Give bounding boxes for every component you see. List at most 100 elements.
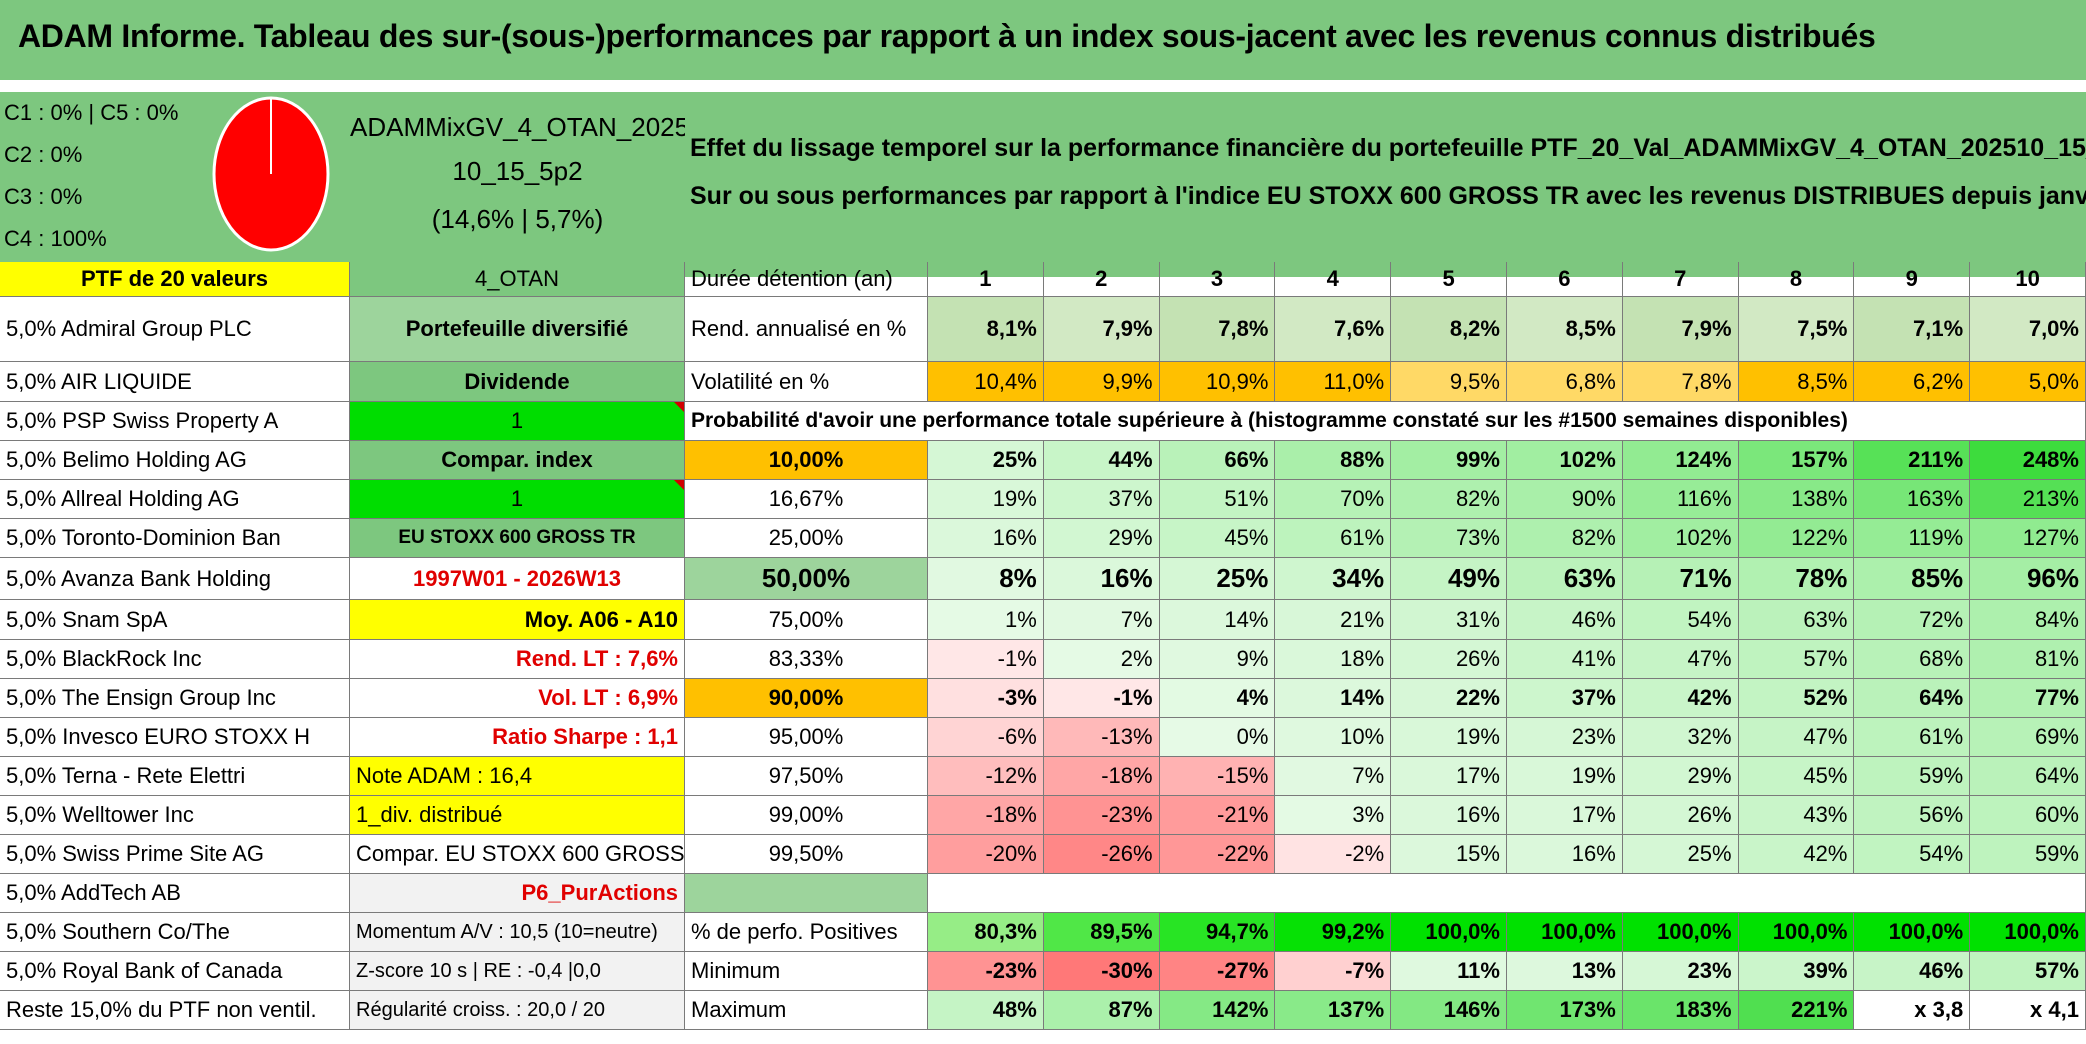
maximum-cell: x 3,8 [1854, 991, 1971, 1030]
maximum-cell: 142% [1159, 991, 1276, 1030]
ptf-header: PTF de 20 valeurs [0, 262, 350, 297]
minimum-cell: -23% [928, 952, 1044, 991]
volatility-cell: 5,0% [1970, 362, 2086, 402]
holding-duration-label: Durée détention (an) [685, 262, 928, 297]
annual-return-cell: 8,5% [1507, 297, 1623, 362]
quantile-cell: 7% [1043, 600, 1160, 640]
quantile-cell: 54% [1622, 600, 1739, 640]
maximum-cell: 183% [1622, 991, 1739, 1030]
annual-return-cell: 7,6% [1275, 297, 1392, 362]
quantile-cell: 10% [1275, 718, 1392, 757]
quantile-cell: 17% [1507, 796, 1623, 835]
positive-perf-cell: 100,0% [1622, 913, 1739, 952]
positive-perf-cell: 100,0% [1507, 913, 1623, 952]
flag-value-2: 1 [350, 480, 685, 519]
quantile-cell: 71% [1622, 558, 1739, 600]
quantile-cell: 47% [1622, 640, 1739, 679]
period-range: 1997W01 - 2026W13 [350, 558, 685, 600]
quantile-cell: 9% [1159, 640, 1276, 679]
annual-return-cell: 8,1% [928, 297, 1044, 362]
holding-row: 5,0% Admiral Group PLC [0, 297, 350, 362]
portfolio-name-line2: 10_15_5p2 [452, 156, 583, 186]
long-term-volatility: Vol. LT : 6,9% [350, 679, 685, 718]
positive-perf-cell: 80,3% [928, 913, 1044, 952]
sharpe-ratio: Ratio Sharpe : 1,1 [350, 718, 685, 757]
report-title: ADAM Informe. Tableau des sur-(sous-)per… [18, 18, 1876, 54]
description-panel [685, 92, 2086, 277]
quantile-cell: 248% [1970, 441, 2086, 480]
quantile-cell: -18% [1043, 757, 1160, 796]
annual-return-cell: 7,9% [1622, 297, 1739, 362]
volatility-cell: 6,2% [1854, 362, 1971, 402]
quantile-cell: 69% [1970, 718, 2086, 757]
quantile-cell: 211% [1854, 441, 1971, 480]
annual-return-cell: 7,1% [1854, 297, 1971, 362]
quantile-cell: 82% [1507, 519, 1623, 558]
holding-row: 5,0% AddTech AB [0, 874, 350, 913]
quantile-cell: 47% [1738, 718, 1855, 757]
separator [0, 80, 2086, 92]
quantile-cell: 49% [1391, 558, 1507, 600]
quantile-cell: 72% [1854, 600, 1971, 640]
quantile-cell: 90% [1507, 480, 1623, 519]
quantile-cell: 88% [1275, 441, 1392, 480]
holding-row: 5,0% Invesco EURO STOXX H [0, 718, 350, 757]
quantile-cell: 45% [1159, 519, 1276, 558]
year-header: 7 [1622, 262, 1739, 297]
quantile-cell: -12% [928, 757, 1044, 796]
quantile-cell: 102% [1622, 519, 1739, 558]
cluster-c1-c5: C1 : 0% | C5 : 0% [4, 100, 179, 125]
quantile-cell: 0% [1159, 718, 1276, 757]
maximum-cell: 173% [1507, 991, 1623, 1030]
quantile-label: 75,00% [685, 600, 928, 640]
quantile-cell: 8% [928, 558, 1044, 600]
quantile-cell: 2% [1043, 640, 1160, 679]
quantile-label: 83,33% [685, 640, 928, 679]
quantile-cell: 213% [1970, 480, 2086, 519]
quantile-cell: 45% [1738, 757, 1855, 796]
quantile-cell: 84% [1970, 600, 2086, 640]
quantile-cell: 52% [1738, 679, 1855, 718]
quantile-cell: 4% [1159, 679, 1276, 718]
quantile-cell: 82% [1391, 480, 1507, 519]
description-line1: Effet du lissage temporel sur la perform… [690, 134, 2086, 162]
compare-index-note: Compar. EU STOXX 600 GROSS TR [350, 835, 685, 874]
volatility-cell: 11,0% [1275, 362, 1392, 402]
year-header: 6 [1507, 262, 1623, 297]
quantile-cell: -3% [928, 679, 1044, 718]
quantile-cell: 124% [1622, 441, 1739, 480]
annual-return-cell: 7,0% [1970, 297, 2086, 362]
volatility-cell: 9,9% [1043, 362, 1160, 402]
quantile-cell: 163% [1854, 480, 1971, 519]
quantile-cell: 85% [1854, 558, 1971, 600]
quantile-cell: 60% [1970, 796, 2086, 835]
annual-return-cell: 7,9% [1043, 297, 1160, 362]
minimum-cell: -27% [1159, 952, 1276, 991]
quantile-label: 97,50% [685, 757, 928, 796]
quantile-cell: 23% [1507, 718, 1623, 757]
quantile-cell: -15% [1159, 757, 1276, 796]
cluster-pie-chart [212, 96, 330, 252]
quantile-cell: 21% [1275, 600, 1392, 640]
compare-index-label: Compar. index [350, 441, 685, 480]
maximum-label: Maximum [685, 991, 928, 1030]
quantile-cell: 96% [1970, 558, 2086, 600]
portfolio-name-panel [350, 92, 686, 277]
portfolio-type: Portefeuille diversifié [350, 297, 685, 362]
minimum-cell: 13% [1507, 952, 1623, 991]
probability-header: Probabilité d'avoir une performance tota… [685, 402, 1875, 441]
quantile-cell: 99% [1391, 441, 1507, 480]
quantile-cell: 16% [1391, 796, 1507, 835]
quantile-cell: 43% [1738, 796, 1855, 835]
quantile-label: 10,00% [685, 441, 928, 480]
year-header: 10 [1970, 262, 2086, 297]
annual-return-cell: 8,2% [1391, 297, 1507, 362]
year-header: 4 [1275, 262, 1392, 297]
quantile-cell: 16% [928, 519, 1044, 558]
holding-row: 5,0% Allreal Holding AG [0, 480, 350, 519]
quantile-cell: 102% [1507, 441, 1623, 480]
quantile-cell: -22% [1159, 835, 1276, 874]
quantile-cell: 29% [1622, 757, 1739, 796]
holding-row: 5,0% Avanza Bank Holding [0, 558, 350, 600]
